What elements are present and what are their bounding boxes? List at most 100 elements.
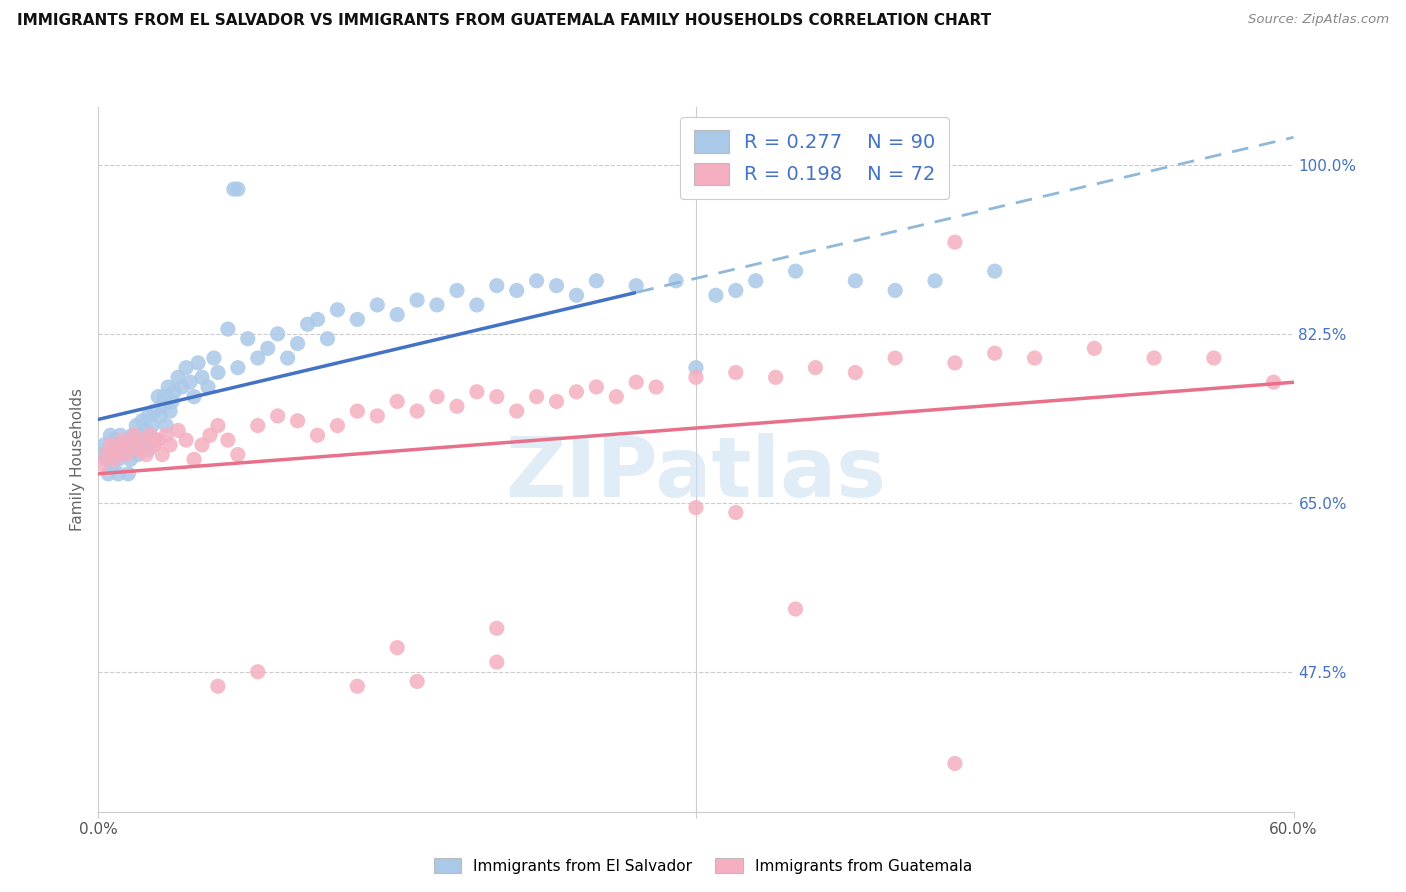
- Point: [346, 679, 368, 693]
- Point: [97, 467, 120, 481]
- Point: [93, 438, 115, 452]
- Text: ZIPatlas: ZIPatlas: [506, 433, 886, 514]
- Point: [124, 428, 146, 442]
- Point: [506, 404, 529, 418]
- Point: [984, 346, 1007, 360]
- Point: [984, 264, 1007, 278]
- Point: [131, 433, 153, 447]
- Point: [149, 409, 172, 423]
- Point: [465, 384, 488, 399]
- Point: [546, 394, 568, 409]
- Point: [148, 390, 170, 404]
- Point: [485, 390, 508, 404]
- Point: [724, 506, 747, 520]
- Point: [326, 302, 349, 317]
- Point: [626, 278, 648, 293]
- Point: [287, 414, 309, 428]
- Point: [406, 674, 429, 689]
- Point: [565, 288, 588, 302]
- Point: [326, 418, 349, 433]
- Point: [605, 390, 627, 404]
- Point: [107, 452, 129, 467]
- Point: [246, 665, 269, 679]
- Point: [202, 351, 225, 365]
- Point: [884, 284, 907, 298]
- Point: [143, 404, 166, 418]
- Text: Source: ZipAtlas.com: Source: ZipAtlas.com: [1249, 13, 1389, 27]
- Point: [277, 351, 299, 365]
- Point: [426, 390, 449, 404]
- Point: [226, 360, 249, 375]
- Point: [120, 452, 142, 467]
- Point: [267, 326, 290, 341]
- Point: [136, 442, 159, 457]
- Point: [884, 351, 907, 365]
- Point: [346, 312, 368, 326]
- Point: [1263, 375, 1285, 389]
- Point: [217, 433, 239, 447]
- Point: [222, 182, 245, 196]
- Point: [139, 428, 162, 442]
- Point: [256, 342, 278, 356]
- Point: [446, 399, 468, 413]
- Point: [217, 322, 239, 336]
- Point: [103, 452, 125, 467]
- Point: [134, 438, 156, 452]
- Point: [131, 414, 153, 428]
- Point: [111, 438, 134, 452]
- Point: [117, 442, 139, 457]
- Point: [163, 384, 186, 399]
- Text: IMMIGRANTS FROM EL SALVADOR VS IMMIGRANTS FROM GUATEMALA FAMILY HOUSEHOLDS CORRE: IMMIGRANTS FROM EL SALVADOR VS IMMIGRANT…: [17, 13, 991, 29]
- Point: [385, 394, 409, 409]
- Point: [745, 274, 768, 288]
- Point: [565, 384, 588, 399]
- Point: [98, 438, 122, 452]
- Point: [287, 336, 309, 351]
- Point: [385, 640, 409, 655]
- Point: [366, 298, 388, 312]
- Point: [924, 274, 946, 288]
- Point: [157, 380, 180, 394]
- Point: [91, 457, 114, 471]
- Point: [704, 288, 727, 302]
- Point: [143, 438, 166, 452]
- Point: [246, 418, 269, 433]
- Point: [174, 360, 197, 375]
- Legend: Immigrants from El Salvador, Immigrants from Guatemala: Immigrants from El Salvador, Immigrants …: [427, 852, 979, 880]
- Point: [155, 418, 177, 433]
- Point: [103, 433, 125, 447]
- Point: [150, 399, 173, 413]
- Point: [307, 428, 329, 442]
- Point: [526, 390, 548, 404]
- Point: [785, 602, 807, 616]
- Point: [485, 278, 508, 293]
- Point: [174, 433, 197, 447]
- Point: [115, 448, 138, 462]
- Point: [366, 409, 388, 423]
- Point: [485, 621, 508, 635]
- Point: [91, 448, 114, 462]
- Point: [96, 448, 118, 462]
- Point: [110, 428, 132, 442]
- Point: [665, 274, 688, 288]
- Point: [526, 274, 548, 288]
- Point: [724, 366, 747, 380]
- Point: [198, 428, 221, 442]
- Point: [246, 351, 269, 365]
- Point: [226, 448, 249, 462]
- Point: [207, 679, 229, 693]
- Y-axis label: Family Households: Family Households: [70, 388, 86, 531]
- Point: [107, 442, 129, 457]
- Point: [115, 433, 138, 447]
- Point: [426, 298, 449, 312]
- Point: [236, 332, 259, 346]
- Point: [127, 448, 149, 462]
- Point: [127, 433, 149, 447]
- Point: [124, 442, 146, 457]
- Point: [1024, 351, 1046, 365]
- Point: [207, 366, 229, 380]
- Point: [1143, 351, 1166, 365]
- Point: [316, 332, 339, 346]
- Point: [183, 452, 205, 467]
- Point: [685, 370, 707, 384]
